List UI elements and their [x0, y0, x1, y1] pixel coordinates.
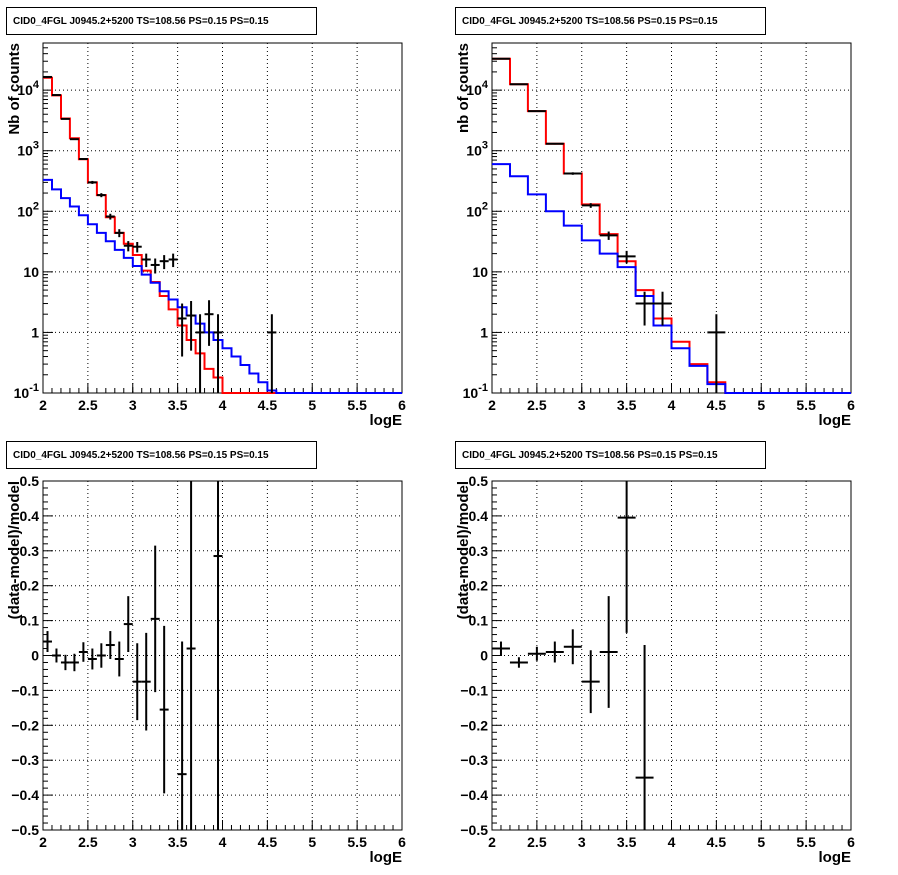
- y-tick-label: 103: [466, 140, 488, 159]
- x-tick-label: 3: [578, 834, 586, 850]
- x-axis-label: logE: [819, 412, 852, 429]
- x-tick-label: 2.5: [78, 834, 98, 850]
- y-tick-label: 0.5: [20, 473, 40, 489]
- y-tick-label: 0.1: [469, 613, 489, 629]
- x-tick-label: 2: [39, 834, 47, 850]
- y-tick-label: −0.4: [11, 787, 39, 803]
- x-tick-label: 5: [308, 397, 316, 413]
- x-tick-label: 2: [39, 397, 47, 413]
- x-tick-label: 3: [129, 397, 137, 413]
- x-tick-label: 3.5: [168, 834, 188, 850]
- x-tick-label: 2.5: [78, 397, 98, 413]
- panel-1-title: CID0_4FGL J0945.2+5200 TS=108.56 PS=0.15…: [6, 7, 317, 35]
- x-tick-label: 4.5: [707, 397, 727, 413]
- x-axis-label: logE: [370, 412, 403, 429]
- x-tick-label: 3.5: [168, 397, 188, 413]
- y-tick-label: 10: [472, 264, 488, 280]
- y-tick-label: 10-1: [14, 382, 39, 401]
- x-tick-label: 4.5: [258, 834, 278, 850]
- x-tick-label: 4: [219, 834, 227, 850]
- x-tick-label: 4: [668, 397, 676, 413]
- y-tick-label: 0.2: [469, 578, 489, 594]
- x-tick-label: 2.5: [527, 834, 547, 850]
- panel-2-title: CID0_4FGL J0945.2+5200 TS=108.56 PS=0.15…: [455, 7, 766, 35]
- panel-4-title: CID0_4FGL J0945.2+5200 TS=108.56 PS=0.15…: [455, 441, 766, 469]
- y-tick-label: 1: [480, 324, 488, 340]
- y-tick-label: −0.3: [460, 752, 488, 768]
- y-tick-label: −0.3: [11, 752, 39, 768]
- y-axis-label: nb of counts: [455, 43, 472, 133]
- x-tick-label: 5.5: [796, 397, 816, 413]
- y-tick-label: 0.4: [20, 508, 40, 524]
- y-tick-label: 10: [23, 264, 39, 280]
- y-tick-label: 0.3: [469, 543, 489, 559]
- x-tick-label: 4: [219, 397, 227, 413]
- x-tick-label: 3.5: [617, 834, 637, 850]
- x-tick-label: 4.5: [258, 397, 278, 413]
- x-axis-label: logE: [370, 849, 403, 866]
- x-tick-label: 5.5: [347, 834, 367, 850]
- x-tick-label: 4.5: [707, 834, 727, 850]
- x-tick-label: 5: [757, 397, 765, 413]
- y-axis-label: (data-model)/model: [455, 481, 472, 619]
- x-tick-label: 3: [578, 397, 586, 413]
- y-tick-label: 1: [31, 324, 39, 340]
- y-tick-label: 0.3: [20, 543, 40, 559]
- y-tick-label: 103: [17, 140, 39, 159]
- x-tick-label: 5.5: [796, 834, 816, 850]
- y-tick-label: −0.4: [460, 787, 488, 803]
- y-tick-label: 0.1: [20, 613, 40, 629]
- model-histogram-line: [492, 163, 851, 394]
- y-tick-label: 102: [17, 200, 39, 219]
- x-tick-label: 2.5: [527, 397, 547, 413]
- model-histogram-line: [43, 178, 402, 394]
- y-axis-label: Nb of counts: [6, 43, 23, 135]
- x-tick-label: 3: [129, 834, 137, 850]
- y-tick-label: 102: [466, 200, 488, 219]
- y-tick-label: 0: [31, 648, 39, 664]
- y-tick-label: −0.2: [460, 717, 488, 733]
- y-tick-label: −0.1: [11, 682, 39, 698]
- y-tick-label: −0.5: [11, 822, 39, 838]
- y-tick-label: −0.2: [11, 717, 39, 733]
- x-tick-label: 4: [668, 834, 676, 850]
- x-tick-label: 6: [847, 397, 855, 413]
- x-tick-label: 6: [847, 834, 855, 850]
- x-tick-label: 3.5: [617, 397, 637, 413]
- x-tick-label: 5.5: [347, 397, 367, 413]
- y-tick-label: 0.2: [20, 578, 40, 594]
- x-tick-label: 2: [488, 834, 496, 850]
- y-axis-label: (data-model)/model: [6, 481, 23, 619]
- y-tick-label: 0: [480, 648, 488, 664]
- y-tick-label: 0.4: [469, 508, 489, 524]
- x-tick-label: 5: [757, 834, 765, 850]
- x-tick-label: 2: [488, 397, 496, 413]
- panel-3-title: CID0_4FGL J0945.2+5200 TS=108.56 PS=0.15…: [6, 441, 317, 469]
- y-tick-label: 104: [466, 79, 489, 98]
- y-tick-label: −0.5: [460, 822, 488, 838]
- y-tick-label: 10-1: [463, 382, 488, 401]
- y-tick-label: −0.1: [460, 682, 488, 698]
- y-tick-label: 0.5: [469, 473, 489, 489]
- x-axis-label: logE: [819, 849, 852, 866]
- y-tick-label: 104: [17, 79, 40, 98]
- x-tick-label: 6: [398, 397, 406, 413]
- x-tick-label: 5: [308, 834, 316, 850]
- x-tick-label: 6: [398, 834, 406, 850]
